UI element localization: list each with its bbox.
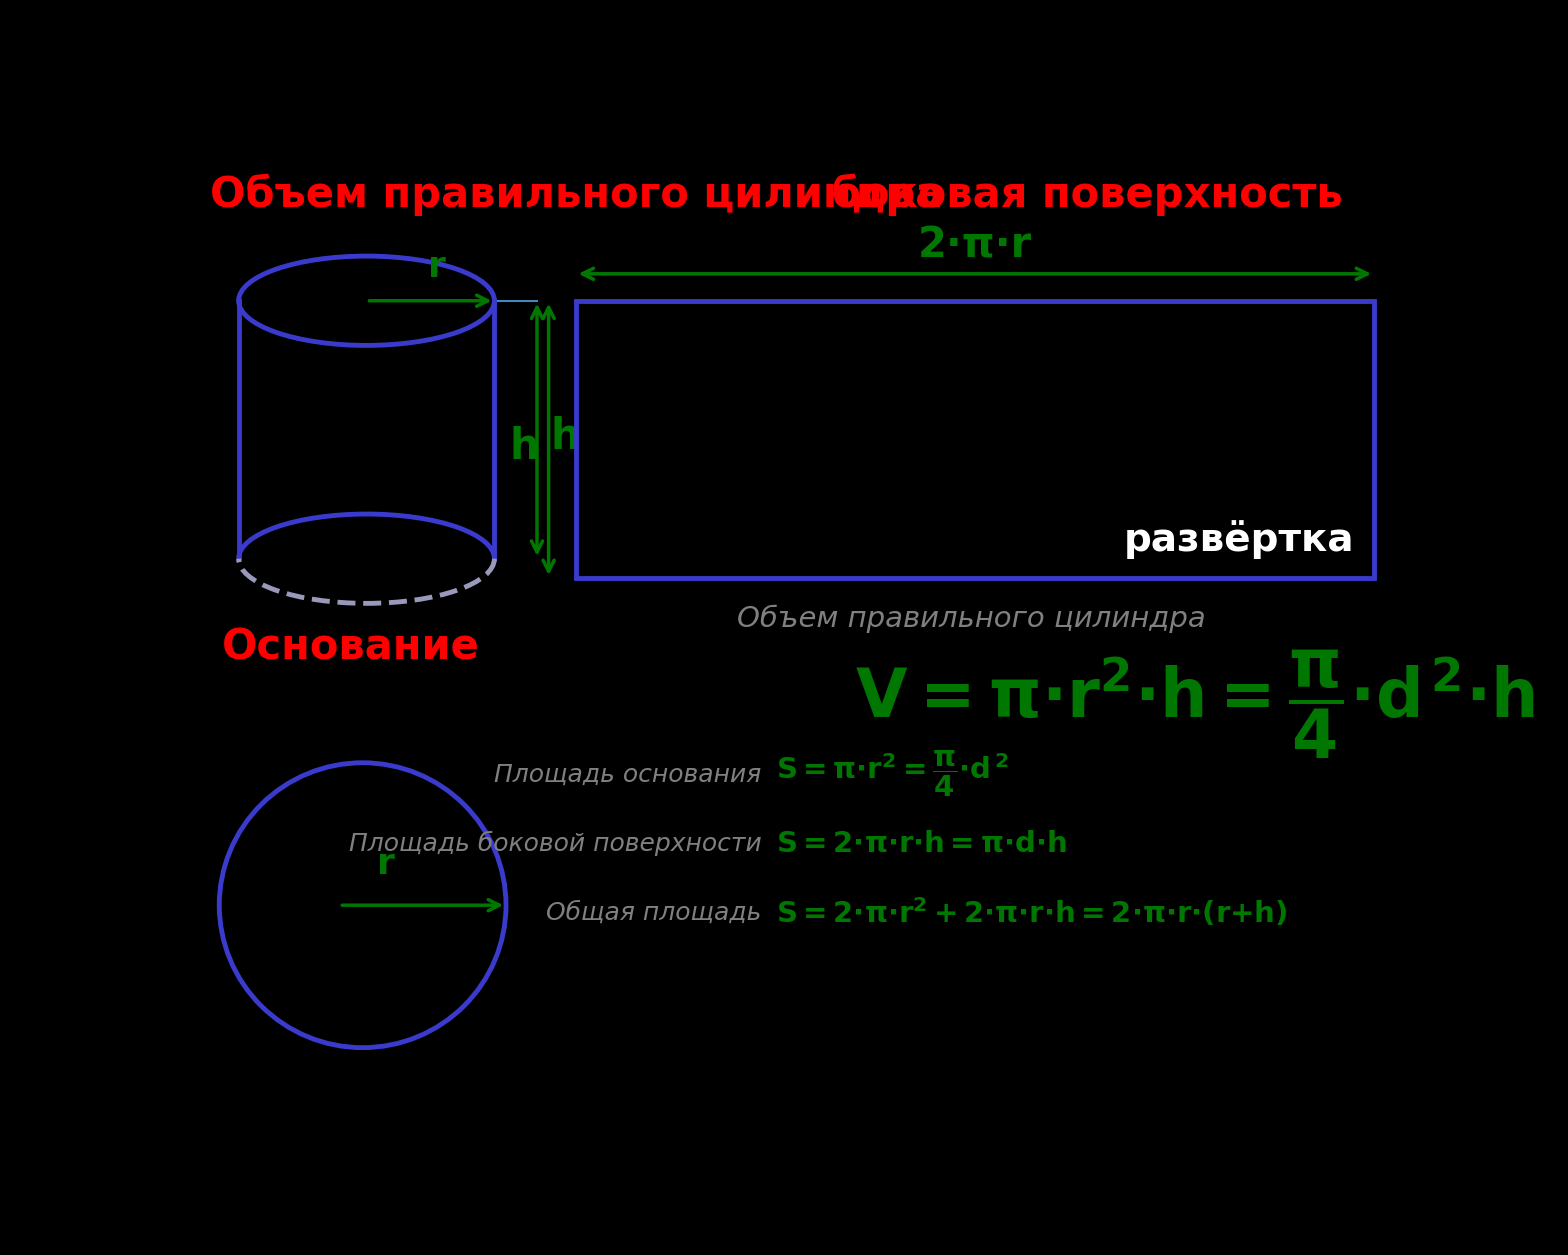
- Text: $\mathbf{S = \pi{\cdot}r^2{=}\dfrac{\pi}{4}{\cdot}d^{\,2}}$: $\mathbf{S = \pi{\cdot}r^2{=}\dfrac{\pi}…: [776, 749, 1008, 799]
- Text: r: r: [376, 847, 395, 881]
- Text: развёртка: развёртка: [1124, 520, 1355, 558]
- Bar: [575, 301, 1374, 579]
- Text: боковая поверхность: боковая поверхность: [833, 173, 1342, 216]
- Text: h: h: [550, 417, 580, 458]
- Text: $\mathbf{S = 2{\cdot}\pi{\cdot}r{\cdot}h = \pi{\cdot}d{\cdot}h}$: $\mathbf{S = 2{\cdot}\pi{\cdot}r{\cdot}h…: [776, 830, 1066, 857]
- Text: r: r: [428, 250, 445, 284]
- Text: h: h: [510, 425, 539, 468]
- Text: Объем правильного цилиндра: Объем правильного цилиндра: [210, 173, 944, 216]
- Text: Общая площадь: Общая площадь: [546, 901, 762, 925]
- Text: 2·π·r: 2·π·r: [917, 225, 1032, 266]
- Text: Объем правильного цилиндра: Объем правильного цилиндра: [737, 605, 1206, 634]
- Text: $\mathbf{S = 2{\cdot}\pi{\cdot}r^2 + 2{\cdot}\pi{\cdot}r{\cdot}h = 2{\cdot}\pi{\: $\mathbf{S = 2{\cdot}\pi{\cdot}r^2 + 2{\…: [776, 896, 1287, 930]
- Text: Основание: Основание: [223, 626, 480, 669]
- Text: Площадь боковой поверхности: Площадь боковой поверхности: [350, 831, 762, 856]
- Text: $\mathbf{V = \pi{\cdot}r^2{\cdot}h = \dfrac{\pi}{4}{\cdot}d^{\,2}{\cdot}h}$: $\mathbf{V = \pi{\cdot}r^2{\cdot}h = \df…: [855, 648, 1535, 761]
- Text: Площадь основания: Площадь основания: [494, 762, 762, 787]
